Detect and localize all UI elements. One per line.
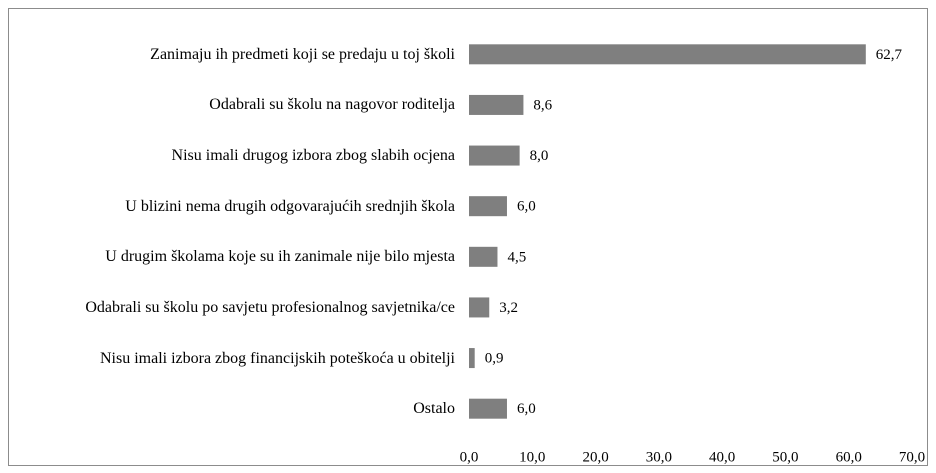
value-label: 62,7	[876, 47, 903, 63]
x-tick-label: 10,0	[519, 449, 545, 465]
x-tick-label: 20,0	[582, 449, 608, 465]
x-tick-label: 40,0	[709, 449, 735, 465]
category-label-box: Odabrali su školu po savjetu profesional…	[15, 282, 455, 332]
y-tick-label: Nisu imali izbora zbog financijskih pote…	[99, 349, 455, 367]
chart-border	[8, 8, 928, 466]
y-tick-label: Zanimaju ih predmeti koji se predaju u t…	[150, 45, 455, 63]
x-tick-label: 30,0	[646, 449, 672, 465]
y-tick-label: Odabrali su školu na nagovor roditelja	[209, 96, 455, 114]
y-tick-label: Ostalo	[413, 400, 455, 418]
category-label-box: Ostalo	[15, 384, 455, 434]
x-tick-label: 50,0	[772, 449, 798, 465]
y-tick-label: Nisu imali drugog izbora zbog slabih ocj…	[171, 147, 455, 165]
bar	[469, 44, 866, 65]
category-label-box: Zanimaju ih predmeti koji se predaju u t…	[15, 29, 455, 79]
value-label: 8,0	[530, 148, 549, 164]
category-label-box: U blizini nema drugih odgovarajućih sred…	[15, 181, 455, 231]
bar	[469, 246, 498, 267]
bar	[469, 196, 507, 217]
category-label-box: U drugim školama koje su ih zanimale nij…	[15, 232, 455, 282]
x-tick-label: 60,0	[836, 449, 862, 465]
y-tick-label: Odabrali su školu po savjetu profesional…	[85, 298, 455, 316]
value-label: 3,2	[499, 300, 518, 316]
value-label: 8,6	[533, 97, 552, 113]
bar	[469, 348, 475, 369]
category-label-box: Odabrali su školu na nagovor roditelja	[15, 80, 455, 130]
value-label: 0,9	[485, 351, 504, 367]
category-label-box: Nisu imali izbora zbog financijskih pote…	[15, 333, 455, 383]
value-label: 4,5	[507, 249, 526, 265]
value-label: 6,0	[517, 401, 536, 417]
bar	[469, 145, 520, 166]
x-tick-label: 0,0	[460, 449, 479, 465]
bar	[469, 297, 490, 318]
bar	[469, 94, 524, 115]
bar	[469, 398, 507, 419]
value-label: 6,0	[517, 199, 536, 215]
category-label-box: Nisu imali drugog izbora zbog slabih ocj…	[15, 131, 455, 181]
y-tick-label: U blizini nema drugih odgovarajućih sred…	[125, 197, 455, 215]
y-tick-label: U drugim školama koje su ih zanimale nij…	[105, 248, 455, 266]
x-tick-label: 70,0	[899, 449, 925, 465]
